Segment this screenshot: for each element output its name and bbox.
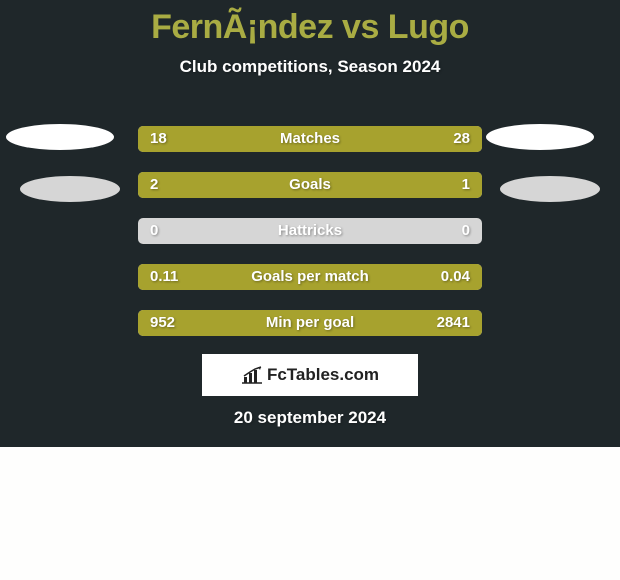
player-left-avatar-placeholder bbox=[6, 124, 114, 150]
stat-label: Matches bbox=[138, 126, 482, 152]
source-badge[interactable]: FcTables.com bbox=[202, 354, 418, 396]
bar-chart-icon bbox=[241, 366, 263, 384]
stat-row: 0Hattricks0 bbox=[138, 218, 482, 244]
team-right-badge-placeholder bbox=[500, 176, 600, 202]
subtitle: Club competitions, Season 2024 bbox=[0, 57, 620, 77]
stat-right-value: 0.04 bbox=[441, 264, 470, 290]
stat-right-value: 28 bbox=[453, 126, 470, 152]
main-panel: FernÃ¡ndez vs Lugo Club competitions, Se… bbox=[0, 0, 620, 447]
lower-blank-area bbox=[0, 447, 620, 580]
stat-right-value: 2841 bbox=[437, 310, 470, 336]
date-label: 20 september 2024 bbox=[0, 408, 620, 428]
source-badge-label: FcTables.com bbox=[267, 365, 379, 385]
stat-row: 952Min per goal2841 bbox=[138, 310, 482, 336]
stat-right-value: 1 bbox=[462, 172, 470, 198]
stats-container: 18Matches28 2Goals1 0Hattricks0 0.11Goals p… bbox=[138, 126, 482, 356]
stat-row: 18Matches28 bbox=[138, 126, 482, 152]
player-right-avatar-placeholder bbox=[486, 124, 594, 150]
stat-label: Hattricks bbox=[138, 218, 482, 244]
page-title: FernÃ¡ndez vs Lugo bbox=[0, 0, 620, 47]
stat-row: 0.11Goals per match0.04 bbox=[138, 264, 482, 290]
stat-label: Goals per match bbox=[138, 264, 482, 290]
stat-row: 2Goals1 bbox=[138, 172, 482, 198]
stat-right-value: 0 bbox=[462, 218, 470, 244]
stat-label: Goals bbox=[138, 172, 482, 198]
team-left-badge-placeholder bbox=[20, 176, 120, 202]
stat-label: Min per goal bbox=[138, 310, 482, 336]
